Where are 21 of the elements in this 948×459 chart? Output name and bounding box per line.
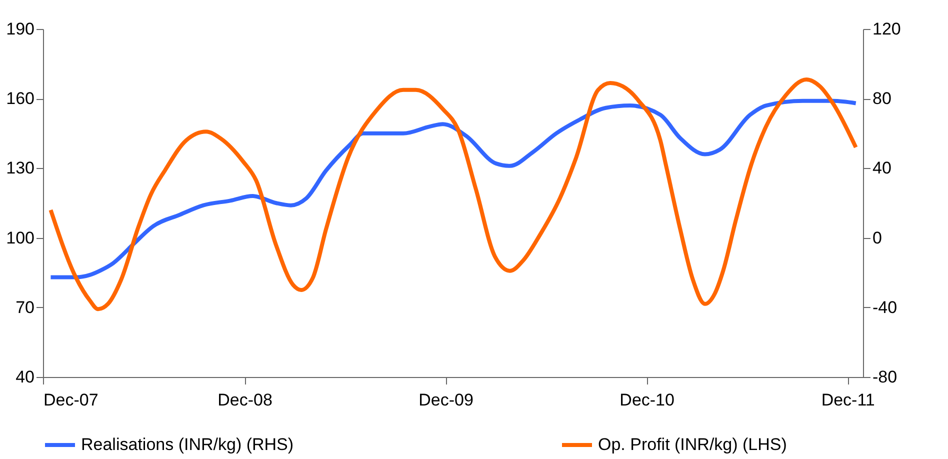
x-tick-label: Dec-10 [620,390,674,410]
y2-tick-label: 120 [872,20,901,38]
x-tick-label: Dec-07 [44,390,98,410]
y2-tick-label: -40 [872,298,898,317]
y-tick-label: 40 [16,368,34,386]
x-tick-label: Dec-09 [418,390,474,410]
line-series [48,77,858,312]
x-tick-label: Dec-11 [821,390,875,410]
y2-tick-label: -80 [872,368,898,386]
y2-tick-label: 80 [872,89,892,108]
legend-label: Realisations (INR/kg) (RHS) [81,435,294,454]
legend-label: Op. Profit (INR/kg) (LHS) [598,435,787,454]
y-tick-label: 130 [6,158,34,178]
line-series [48,98,858,280]
y-tick-label: 100 [6,228,34,248]
y2-tick-label: 40 [872,158,892,178]
x-tick-label: Dec-08 [218,390,272,410]
y-tick-label: 190 [6,20,34,38]
y-tick-label: 70 [16,298,34,317]
y-tick-label: 160 [6,89,34,108]
y2-tick-label: 0 [872,228,882,248]
